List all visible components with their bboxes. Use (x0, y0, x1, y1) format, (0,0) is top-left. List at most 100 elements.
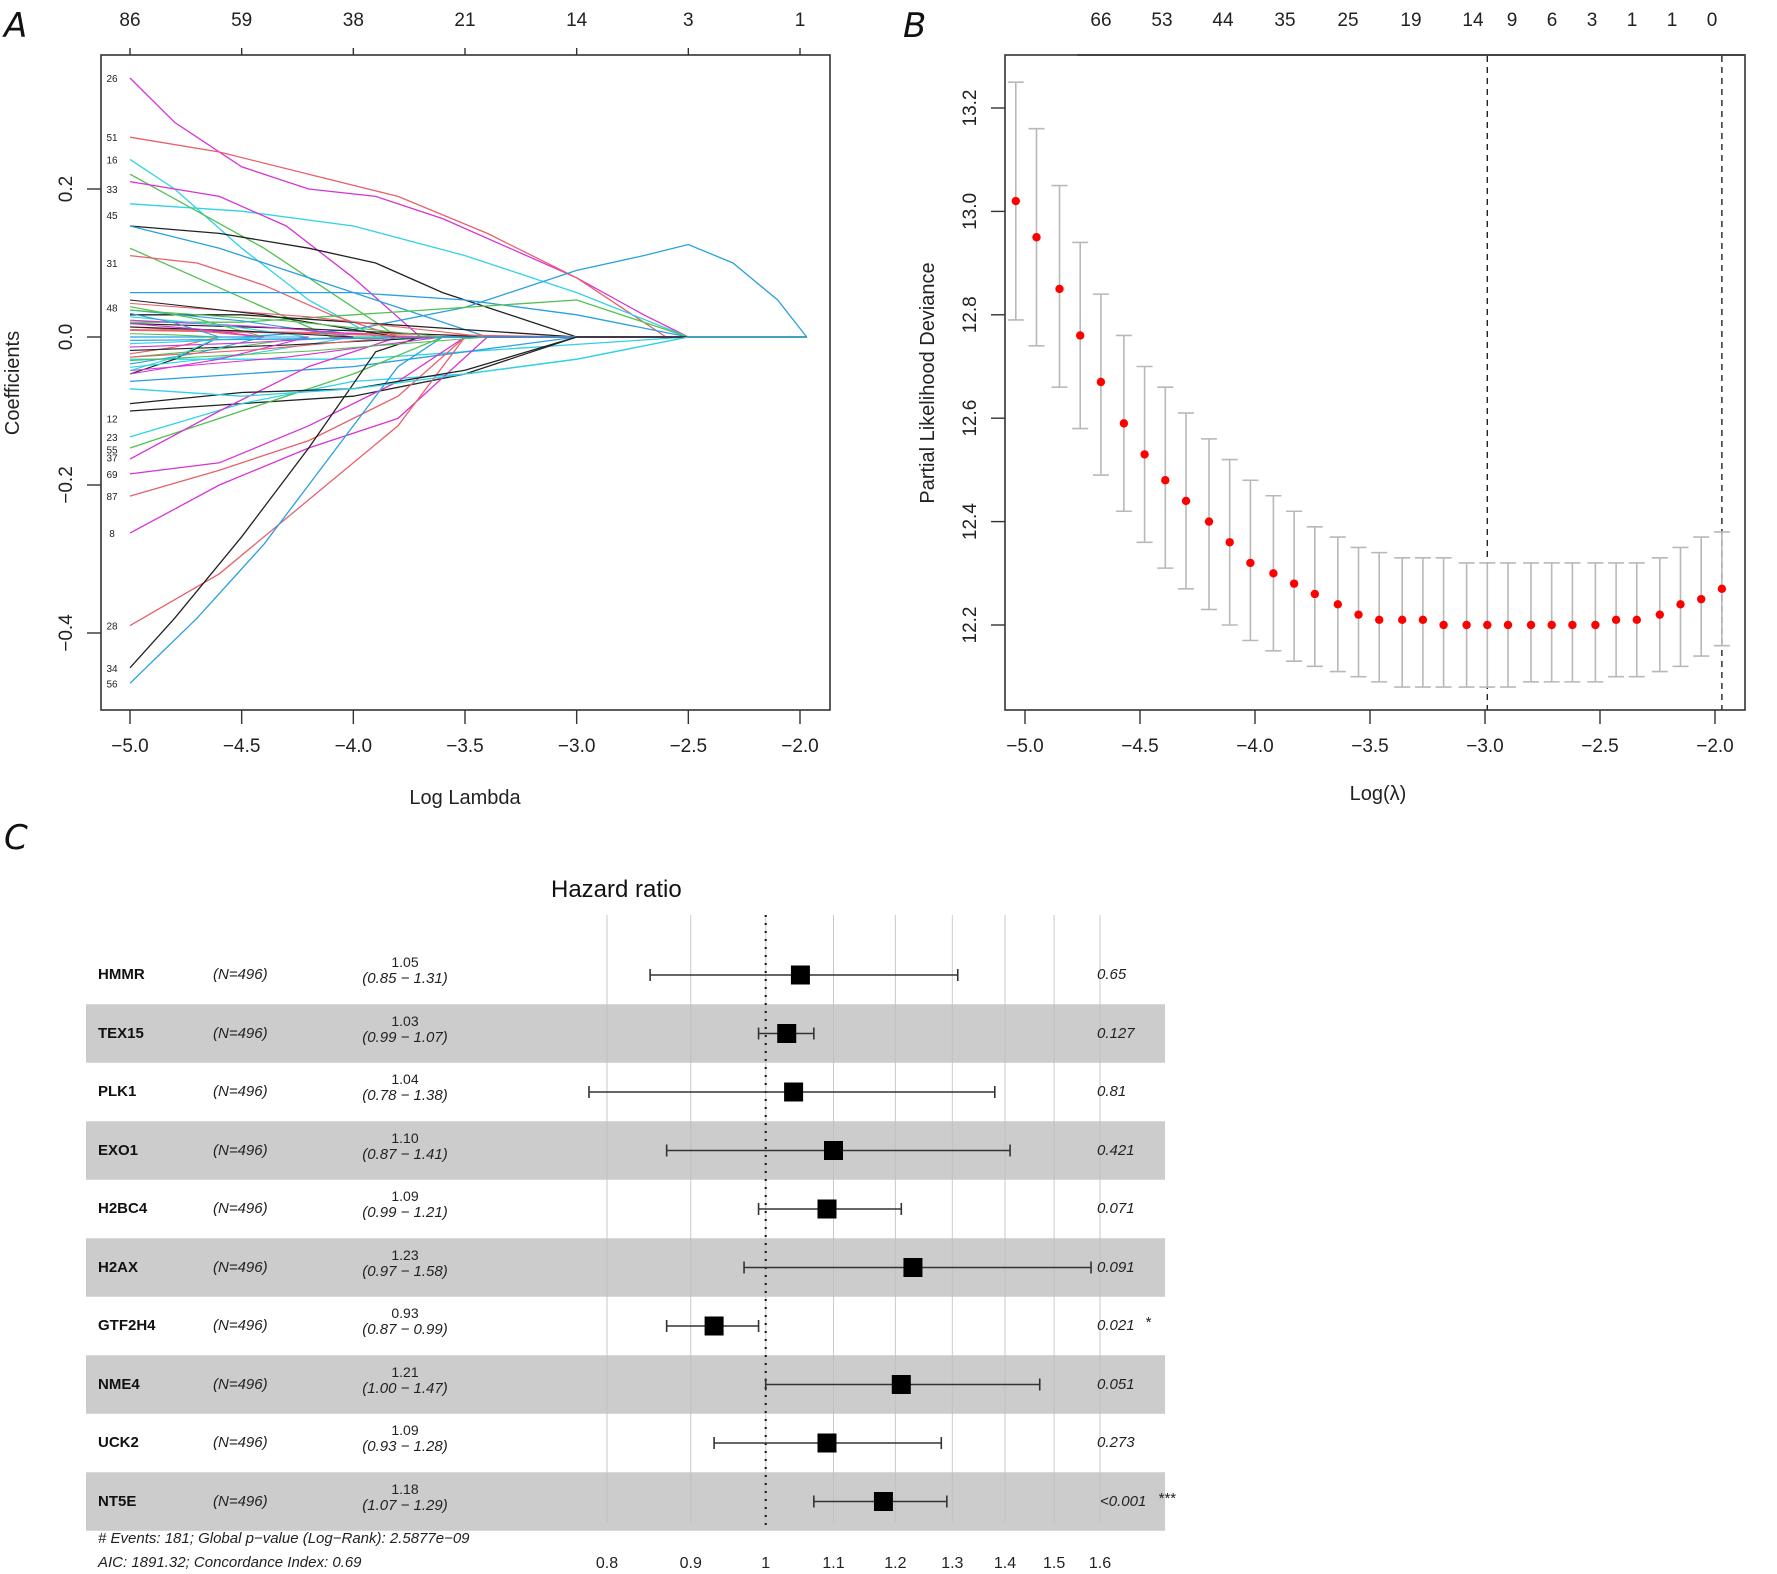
cv-point (1028, 127, 1045, 347)
forest-x-tick-label: 1 (761, 1555, 770, 1572)
cv-point (1136, 365, 1153, 544)
x-tick-label: −5.0 (111, 736, 149, 757)
confidence-interval: (1.00 − 1.47) (362, 1379, 448, 1397)
y-axis: 12.2 12.4 12.6 12.8 13.0 13.2 (960, 90, 1005, 643)
cv-point (1329, 536, 1346, 673)
forest-gridlines (606, 915, 1101, 1530)
mean-point (1591, 620, 1600, 630)
top-tick-label: 44 (1212, 10, 1234, 31)
p-value: 0.127 (1097, 1024, 1135, 1042)
mean-point (1119, 419, 1129, 428)
gene-name: GTF2H4 (98, 1317, 156, 1334)
top-tick-label: 19 (1400, 10, 1421, 31)
mean-point (1439, 620, 1448, 630)
cv-point (1157, 386, 1174, 569)
sample-size: (N=496) (213, 1375, 268, 1393)
top-tick-label: 35 (1274, 10, 1295, 31)
mean-point (1462, 620, 1471, 630)
cv-point (1051, 184, 1068, 388)
confidence-interval: (0.85 − 1.31) (362, 970, 448, 987)
top-tick-label: 66 (1090, 10, 1111, 31)
cv-point (1713, 531, 1730, 647)
coefficient-path-lowc (129, 336, 807, 397)
mean-point (1076, 331, 1085, 340)
hr-square (903, 1258, 923, 1277)
top-axis: 66 53 44 35 25 19 14 9 6 3 1 1 0 (1077, 10, 1745, 56)
x-tick-label: −2.0 (781, 736, 819, 757)
cv-point (1543, 562, 1560, 683)
x-tick-label: −2.5 (670, 736, 708, 757)
top-tick-label: 38 (343, 10, 364, 31)
x-tick-label: −3.0 (558, 736, 596, 757)
gene-name: PLK1 (98, 1083, 137, 1100)
cv-point (1500, 562, 1516, 688)
top-tick-label: 1 (1627, 10, 1638, 31)
y-tick-label: −0.4 (56, 614, 77, 652)
mean-point (1526, 620, 1536, 630)
hazard-ratio-value: 1.05 (391, 954, 419, 970)
mean-point (1225, 538, 1234, 547)
y-tick-label: 12.4 (960, 503, 981, 540)
confidence-interval: (0.87 − 1.41) (362, 1145, 448, 1163)
x-tick-label: −4.5 (223, 736, 261, 757)
top-tick-label: 25 (1337, 10, 1358, 31)
coefficient-path-minor (129, 336, 443, 372)
hazard-ratio-value: 1.09 (391, 1188, 419, 1204)
cv-point (1178, 412, 1194, 590)
hr-mark-exo1 (665, 1141, 1011, 1160)
x-tick-label: −4.0 (335, 736, 373, 757)
p-value: 0.091 (1097, 1258, 1135, 1276)
hazard-ratio-value: 1.03 (391, 1012, 419, 1029)
cv-point (1221, 458, 1238, 626)
panel-letter-b: B (903, 6, 927, 46)
x-axis: −5.0 −4.5 −4.0 −3.5 −3.0 −2.5 −2.0 (1006, 710, 1734, 757)
x-tick-label: −3.5 (1351, 736, 1389, 757)
panel-letter-a: A (4, 6, 28, 46)
x-tick-label: −3.5 (446, 736, 484, 757)
significance-stars: *** (1158, 1489, 1176, 1507)
hazard-ratio-value: 1.09 (391, 1422, 419, 1438)
mean-point (1697, 594, 1706, 604)
coefficient-path-minor (129, 336, 309, 375)
hr-square (704, 1316, 724, 1336)
coefficient-path-minor (129, 299, 399, 338)
x-tick-label: −4.5 (1121, 736, 1159, 757)
sample-size: (N=496) (213, 1200, 268, 1217)
y-tick-label: 12.6 (960, 400, 981, 437)
top-tick-label: 3 (1587, 10, 1598, 31)
cv-point (1265, 494, 1282, 652)
hr-square (817, 1433, 837, 1453)
hr-mark-tex15 (757, 1024, 815, 1043)
hr-mark-uck2 (713, 1433, 943, 1453)
sample-size: (N=496) (213, 1434, 268, 1451)
top-tick-label: 14 (1462, 10, 1484, 31)
mean-point (1717, 584, 1727, 594)
coefficient-paths (129, 77, 808, 684)
sample-size: (N=496) (213, 1317, 268, 1334)
footer-events: # Events: 181; Global p−value (Log−Rank)… (98, 1530, 470, 1547)
p-value: 0.021 (1097, 1317, 1135, 1334)
p-value: 0.051 (1097, 1375, 1135, 1393)
top-tick-label: 6 (1547, 10, 1558, 31)
coefficient-path-minor (129, 336, 399, 358)
mean-point (1181, 496, 1191, 506)
coefficient-path-98 (129, 225, 807, 338)
hr-mark-h2bc4 (757, 1199, 903, 1219)
x-axis-title: Log(λ) (1350, 783, 1407, 805)
cv-point (1672, 546, 1689, 668)
y-tick-label: 13.2 (960, 90, 981, 127)
path-label: 8 (109, 529, 115, 540)
mean-point (1655, 610, 1665, 619)
p-value: 0.071 (1097, 1200, 1135, 1217)
cv-point (1608, 562, 1625, 678)
cv-point (1306, 525, 1323, 668)
sample-size: (N=496) (213, 966, 268, 983)
footer-aic: AIC: 1891.32; Concordance Index: 0.69 (98, 1554, 362, 1571)
cv-point (1564, 562, 1581, 683)
confidence-interval: (0.93 − 1.28) (362, 1438, 448, 1455)
path-label: 26 (106, 74, 118, 85)
cv-point (1394, 556, 1411, 688)
hr-mark-h2ax (743, 1258, 1092, 1277)
forest-title: Hazard ratio (551, 876, 682, 903)
mean-point (1611, 615, 1621, 625)
